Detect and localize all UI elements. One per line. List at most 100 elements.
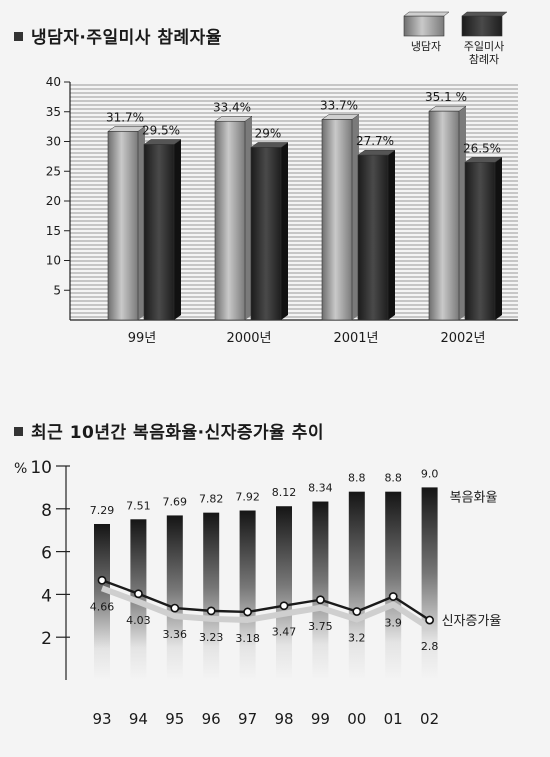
x-tick-label: 98 — [274, 710, 293, 728]
bar-data-label: 8.8 — [384, 472, 402, 485]
bar — [203, 512, 220, 680]
bar-data-label: 7.29 — [90, 504, 115, 517]
bar-data-label: 7.69 — [163, 495, 188, 508]
bar — [166, 515, 183, 680]
line-series — [101, 579, 431, 622]
y-unit-label: % — [14, 461, 27, 477]
x-tick-label: 2001년 — [333, 331, 378, 346]
bar-data-label: 7.82 — [199, 493, 224, 506]
y-tick-label: 35 — [46, 105, 61, 119]
y-tick-label: 30 — [46, 135, 61, 149]
chart2-title: 최근 10년간 복음화율·신자증가율 추이 — [14, 418, 324, 443]
bar-top — [107, 126, 146, 132]
data-label: 27.7% — [356, 134, 394, 148]
legend-swatch — [461, 15, 503, 37]
bar — [321, 119, 353, 321]
line-point — [206, 606, 216, 616]
data-label: 33.7% — [320, 98, 358, 112]
bar — [276, 506, 292, 680]
legend-swatch-top — [403, 11, 450, 17]
line-data-label: 3.75 — [308, 620, 333, 633]
legend-label: 참례자 — [469, 53, 499, 66]
legend-swatch — [403, 15, 445, 37]
data-label: 26.5% — [463, 141, 501, 155]
bar — [312, 501, 329, 680]
legend-swatch-top — [461, 11, 508, 17]
x-tick-label: 02 — [420, 710, 439, 728]
x-tick-label: 95 — [165, 710, 184, 728]
bar-top — [321, 114, 360, 120]
bar-side — [388, 150, 395, 320]
bar-side — [281, 142, 288, 320]
bar-side — [245, 116, 252, 321]
y-tick-label: 15 — [46, 224, 61, 238]
line-data-label: 3.2 — [348, 632, 366, 645]
x-tick-label: 2002년 — [440, 331, 485, 346]
line-data-label: 3.9 — [384, 617, 402, 630]
line-shadow — [100, 585, 432, 631]
y-tick-label: 20 — [46, 194, 61, 208]
series-label-line: 신자증가율 — [442, 614, 502, 629]
data-label: 29% — [255, 126, 282, 140]
y-tick-label: 4 — [41, 586, 52, 606]
legend-label: 주일미사 — [464, 39, 504, 53]
x-tick-label: 99 — [311, 710, 330, 728]
title-bullet-icon — [14, 32, 23, 41]
bar — [348, 491, 365, 680]
bar — [385, 491, 402, 680]
y-tick-label: 6 — [41, 544, 52, 564]
x-tick-label: 01 — [384, 710, 403, 728]
chart1-title: 냉담자·주일미사 참례자율 — [14, 23, 222, 48]
bar-data-label: 7.92 — [235, 491, 260, 504]
line-data-label: 3.47 — [272, 626, 297, 639]
data-label: 35.1 % — [425, 90, 467, 104]
x-tick-label: 96 — [202, 710, 221, 728]
bar-top — [143, 139, 182, 145]
data-label: 31.7% — [106, 110, 144, 124]
bar-side — [138, 126, 145, 320]
data-label: 29.5% — [142, 123, 180, 137]
line-data-label: 4.03 — [126, 614, 151, 627]
line-point — [425, 615, 434, 625]
bar-top — [428, 105, 467, 112]
y-tick-label: 40 — [46, 75, 61, 89]
bar — [239, 510, 256, 680]
x-tick-label: 94 — [129, 710, 148, 728]
bar-side — [459, 106, 466, 320]
bar-data-label: 9.0 — [421, 467, 439, 480]
line-point — [279, 601, 289, 611]
bar-data-label: 8.12 — [272, 486, 297, 499]
x-tick-label: 2000년 — [226, 331, 271, 346]
y-tick-label: 2 — [41, 629, 52, 649]
y-tick-label: 8 — [41, 501, 52, 521]
x-tick-label: 00 — [347, 710, 366, 728]
line-data-label: 3.23 — [199, 631, 224, 644]
line-point — [243, 607, 252, 617]
bar — [107, 131, 139, 321]
bar — [421, 487, 438, 680]
bar-side — [352, 114, 359, 320]
y-tick-label: 10 — [46, 254, 61, 268]
bar — [357, 154, 389, 321]
bar-top — [464, 157, 503, 163]
bar — [214, 120, 246, 321]
bar — [428, 110, 460, 321]
bar-data-label: 8.34 — [308, 482, 333, 495]
line-data-label: 3.36 — [163, 628, 188, 641]
line-point — [133, 589, 143, 599]
bar-top — [214, 116, 253, 122]
bar-top — [357, 149, 396, 156]
bar-side — [174, 139, 181, 320]
y-tick-label: 5 — [53, 283, 61, 297]
bar — [143, 144, 175, 321]
line-point — [97, 575, 107, 585]
bar-data-label: 7.51 — [126, 499, 151, 512]
bar-side — [495, 157, 502, 320]
y-tick-label: 25 — [46, 164, 61, 178]
line-point — [315, 595, 325, 605]
line-data-label: 4.66 — [90, 600, 115, 613]
bar — [464, 162, 496, 321]
line-data-label: 2.8 — [421, 640, 439, 653]
bar-top — [250, 142, 289, 148]
